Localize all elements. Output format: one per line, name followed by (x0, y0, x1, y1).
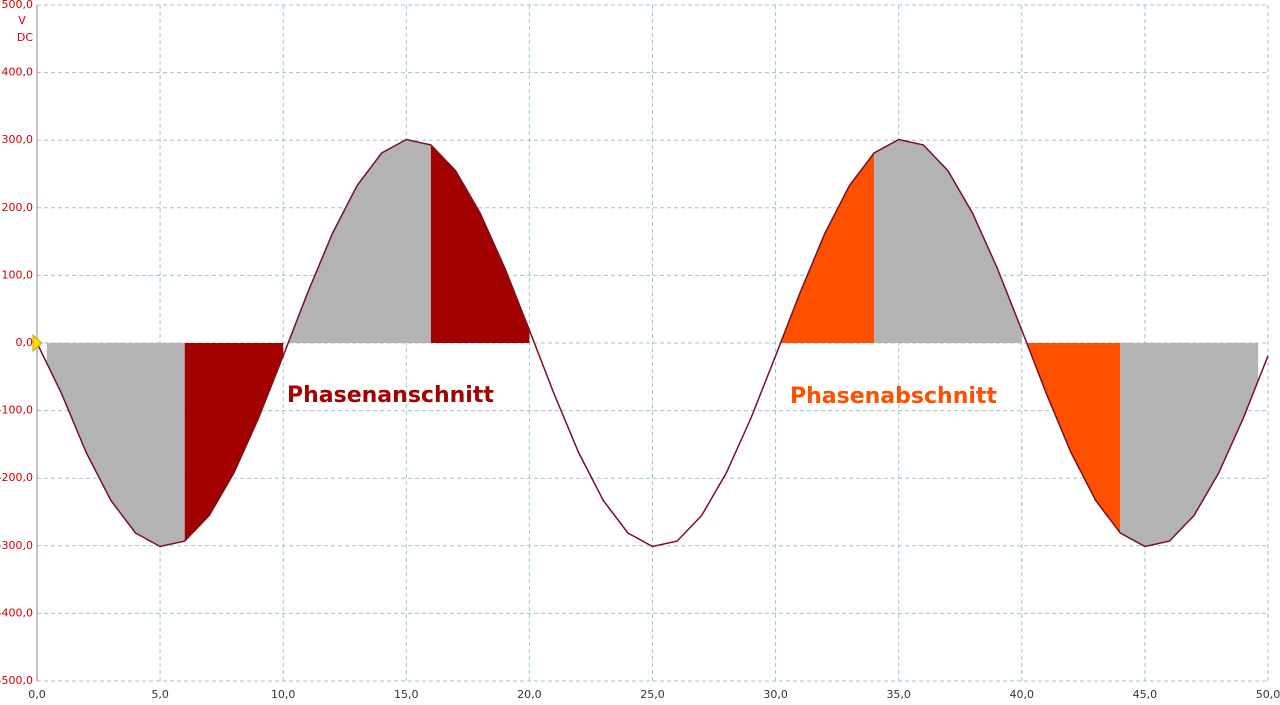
y-tick-label: -200,0 (0, 471, 33, 484)
x-tick-label: 10,0 (271, 688, 296, 701)
y-tick-label: -100,0 (0, 404, 33, 417)
x-tick-label: 0,0 (28, 688, 46, 701)
y-tick-label: 300,0 (2, 133, 34, 146)
y-tick-label: -500,0 (0, 674, 33, 687)
phase-fill (288, 139, 431, 344)
annotation: Phasenanschnitt (287, 383, 494, 408)
phase-fill (430, 144, 530, 343)
y-tick-label: 500,0 (2, 0, 34, 11)
x-tick-label: 45,0 (1133, 688, 1158, 701)
coupling: DC (17, 31, 33, 44)
waveform (36, 138, 1269, 548)
x-tick-label: 20,0 (517, 688, 542, 701)
y-tick-label: -400,0 (0, 606, 33, 619)
trigger-marker (32, 333, 43, 353)
x-tick-label: 40,0 (1010, 688, 1035, 701)
x-tick-label: 35,0 (886, 688, 911, 701)
x-tick-label: 25,0 (640, 688, 665, 701)
phase-fill (874, 139, 1022, 343)
grid (36, 4, 1269, 682)
y-tick-label: 200,0 (2, 201, 34, 214)
phase-fill (46, 343, 185, 547)
x-tick-label: 5,0 (151, 688, 169, 701)
y-tick-label: 400,0 (2, 66, 34, 79)
y-tick-label: -300,0 (0, 539, 33, 552)
phase-fill (780, 153, 875, 344)
x-tick-label: 50,0 (1256, 688, 1280, 701)
annotation: Phasenabschnitt (790, 384, 997, 409)
phase-fill (1026, 342, 1121, 533)
x-tick-label: 30,0 (763, 688, 788, 701)
x-tick-label: 15,0 (394, 688, 419, 701)
y-tick-label: 0,0 (16, 336, 34, 349)
y-tick-label: 100,0 (2, 268, 34, 281)
y-unit: V (18, 14, 26, 27)
phase-fill (1120, 343, 1259, 547)
phase-fill (184, 343, 284, 542)
